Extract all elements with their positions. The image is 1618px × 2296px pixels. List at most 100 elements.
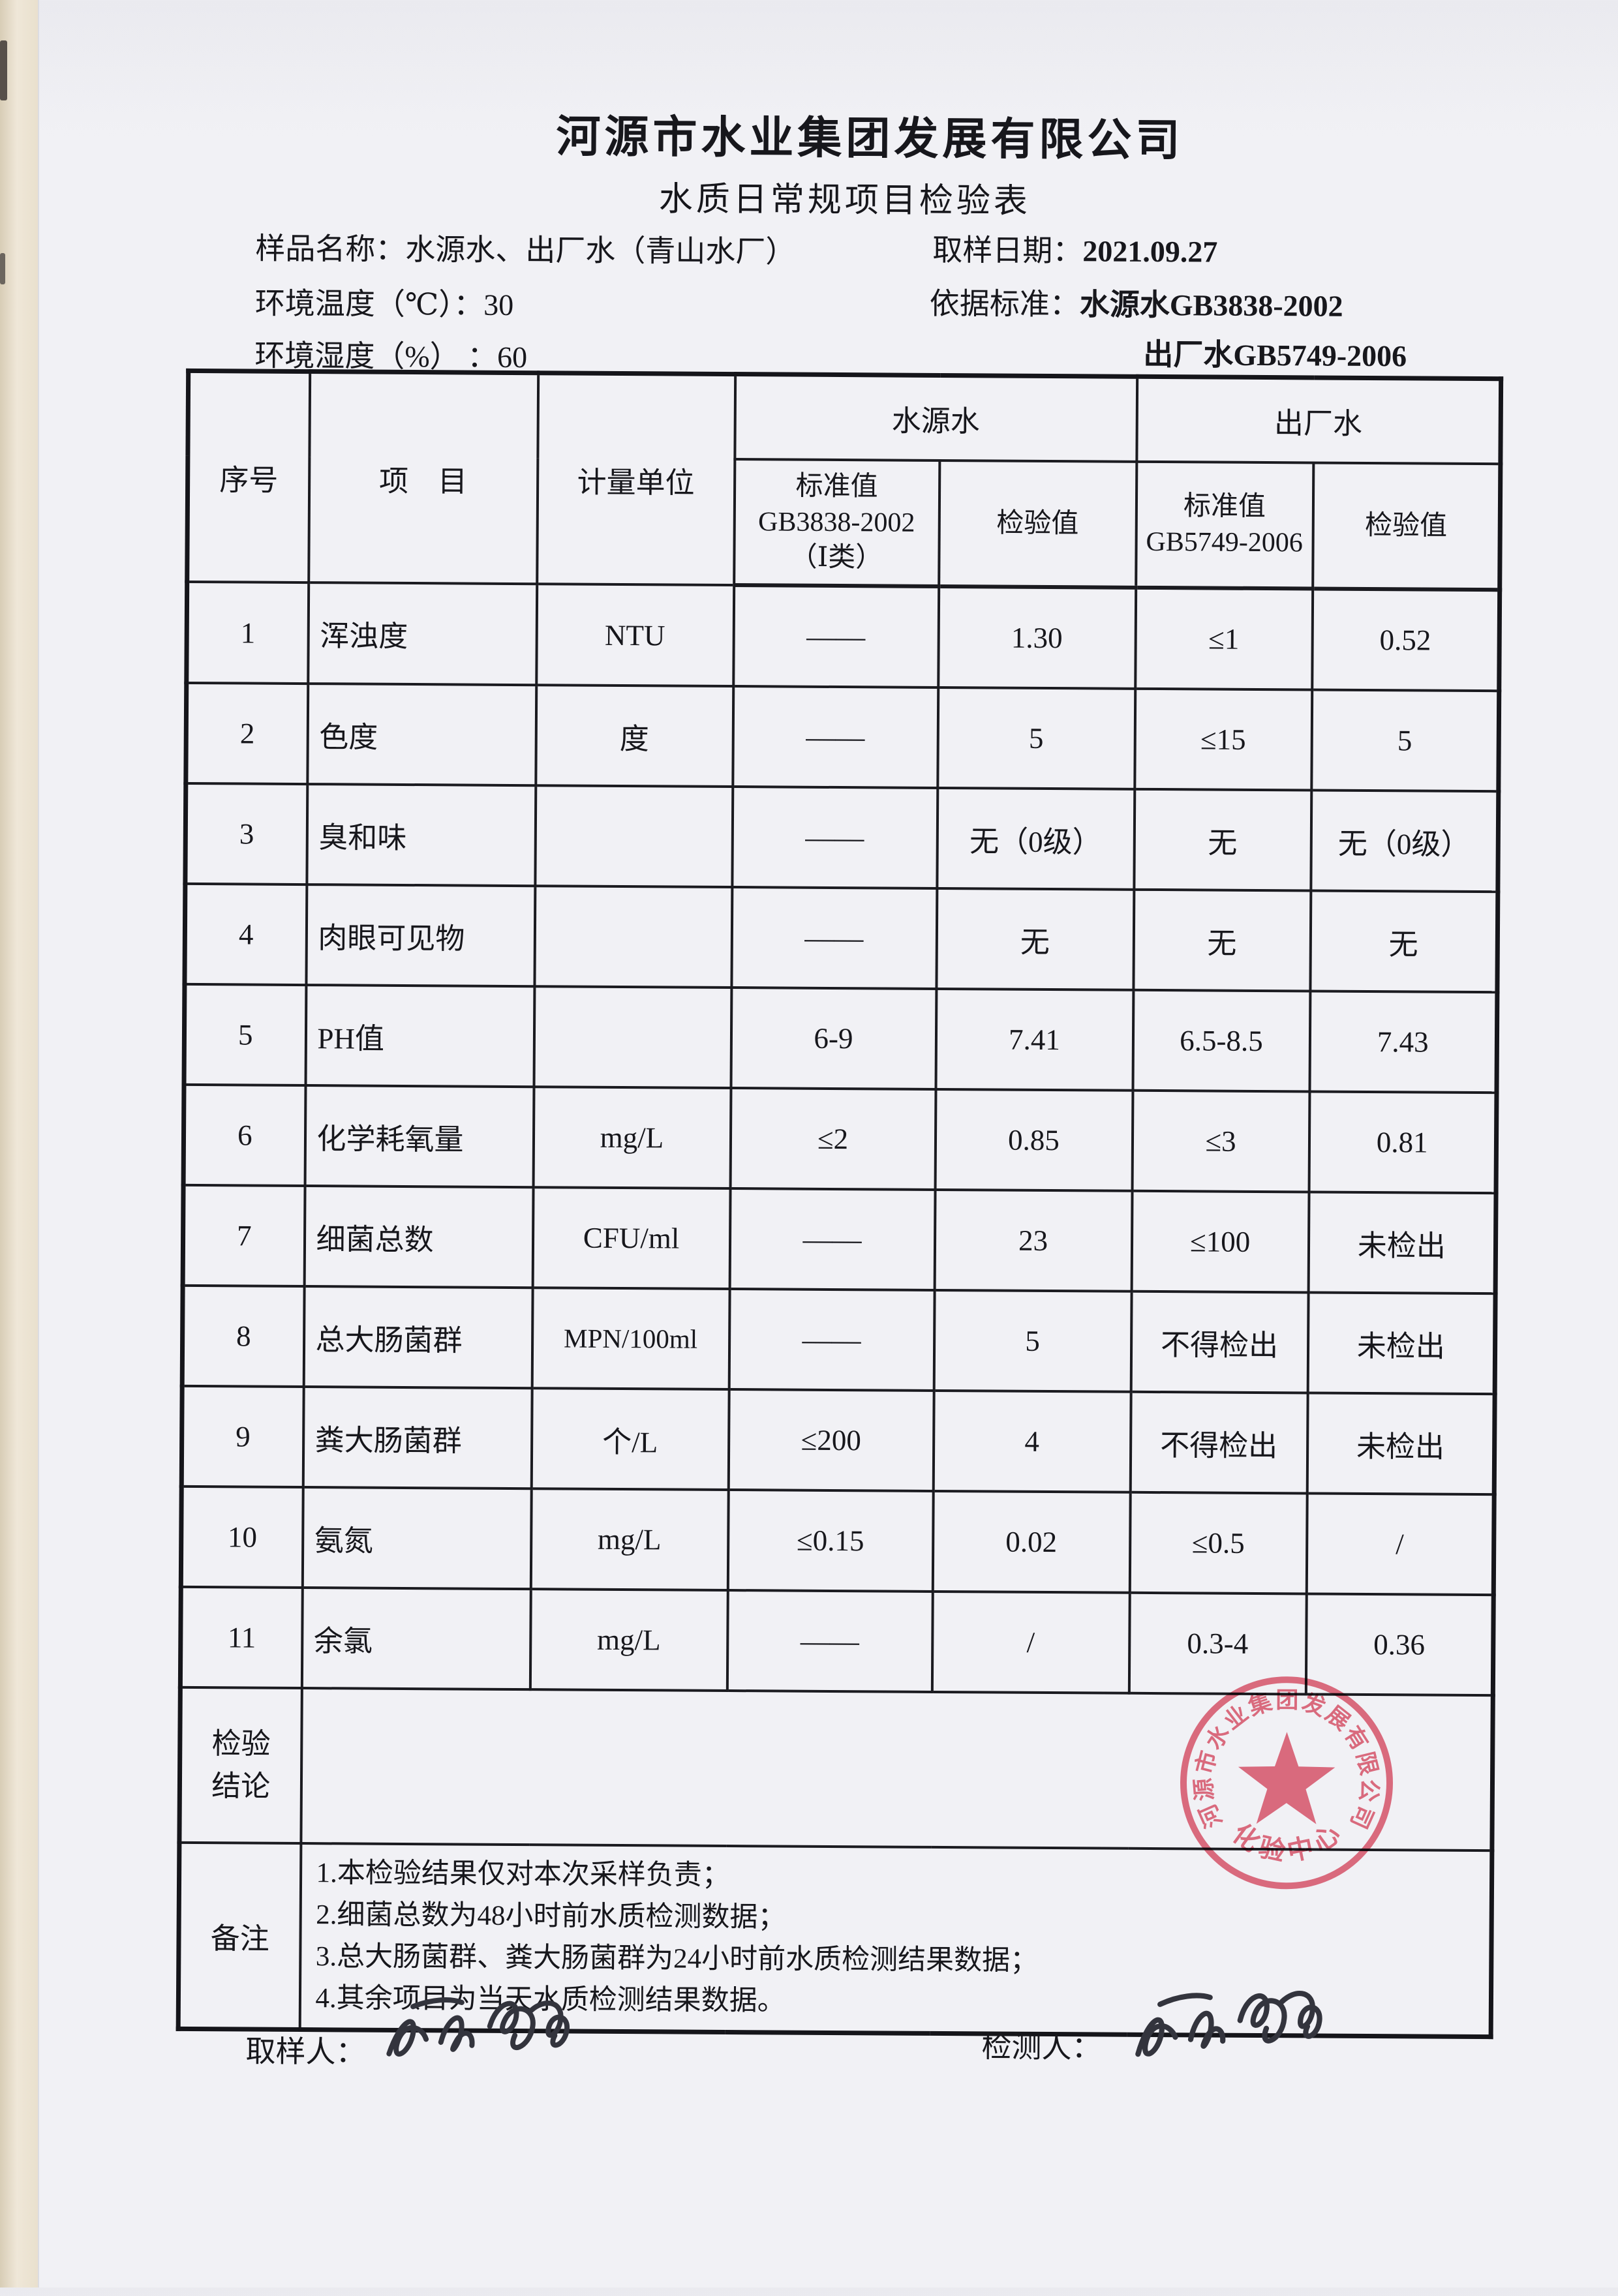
header-no: 序号 — [187, 370, 310, 583]
cell-unit: 度 — [535, 685, 733, 787]
cell-val-source: 1.30 — [938, 586, 1136, 689]
conclusion-label: 检验结论 — [179, 1687, 302, 1844]
header-source-water: 水源水 — [734, 374, 1137, 462]
table-row-9: 9 粪大肠菌群 个/L ≤200 4 不得检出 未检出 — [181, 1385, 1495, 1495]
tester-signature — [1135, 1991, 1322, 2057]
cell-val-source: 0.85 — [935, 1089, 1133, 1191]
cell-unit: NTU — [536, 584, 734, 687]
cell-val-factory: 未检出 — [1307, 1393, 1495, 1495]
cell-std-factory: 不得检出 — [1130, 1391, 1308, 1494]
cell-unit: mg/L — [533, 1087, 731, 1189]
header-item: 项 目 — [308, 371, 538, 584]
cell-no: 7 — [183, 1185, 305, 1287]
cell-std-factory: 无 — [1133, 889, 1311, 991]
cell-no: 5 — [184, 984, 306, 1086]
cell-val-factory: 无（0级） — [1310, 790, 1499, 892]
cell-val-factory: 0.52 — [1311, 588, 1500, 691]
cell-unit: mg/L — [530, 1488, 729, 1591]
stamp-char: 司 — [1345, 1801, 1378, 1832]
cell-val-source: / — [932, 1591, 1130, 1693]
cell-val-factory: 未检出 — [1307, 1292, 1496, 1395]
cell-val-source: 5 — [937, 687, 1135, 789]
cell-std-factory: ≤3 — [1132, 1090, 1309, 1192]
cell-val-factory: 5 — [1311, 689, 1499, 792]
cell-std-factory: 无 — [1133, 789, 1311, 891]
stamp-char: 中 — [1285, 1833, 1316, 1867]
sample-name-line: 样品名称：水源水、出厂水（青山水厂） — [255, 232, 796, 269]
cell-item: 浑浊度 — [307, 582, 537, 686]
cell-std-source: —— — [732, 686, 938, 788]
header-std-source: 标准值 GB3838-2002 （Ⅰ类） — [733, 459, 939, 586]
stamp-char: 验 — [1256, 1832, 1288, 1867]
header-row-groups: 序号 项 目 计量单位 水源水 出厂水 — [187, 370, 1501, 586]
remarks-line-2: 2.细菌总数为48小时前水质检测数据； — [316, 1899, 786, 1933]
cell-item: 臭和味 — [306, 784, 536, 886]
stamp-char: 河 — [1195, 1800, 1227, 1832]
table-row-5: 5 PH值 6-9 7.41 6.5-8.5 7.43 — [184, 984, 1497, 1093]
cell-std-source: —— — [731, 787, 938, 888]
cell-std-factory: ≤1 — [1135, 587, 1313, 690]
table-row-4: 4 肉眼可见物 —— 无 无 无 — [184, 883, 1498, 993]
cell-std-factory: ≤15 — [1134, 688, 1312, 791]
cell-std-source: 6-9 — [730, 988, 936, 1089]
stamp-ring — [1180, 1676, 1393, 1890]
table-row-8: 8 总大肠菌群 MPN/100ml —— 5 不得检出 未检出 — [182, 1285, 1496, 1395]
sampling-date-value: 2021.09.27 — [1082, 234, 1218, 269]
cell-val-source: 7.41 — [935, 988, 1133, 1091]
header-factory-water: 出厂水 — [1136, 376, 1501, 464]
cell-item: PH值 — [305, 985, 534, 1087]
scan-artifact-mark — [0, 253, 5, 284]
cell-no: 1 — [186, 581, 309, 684]
cell-item: 总大肠菌群 — [303, 1286, 533, 1389]
scan-artifact-mark — [0, 40, 7, 100]
company-seal-stamp: 河 源 市 水 业 集 团 发 展 有 限 公 司 化 验 中 心 — [1180, 1676, 1393, 1890]
table-row-3: 3 臭和味 —— 无（0级） 无 无（0级） — [185, 783, 1499, 892]
table-row-7: 7 细菌总数 CFU/ml —— 23 ≤100 未检出 — [183, 1185, 1497, 1294]
company-title: 河源市水业集团发展有限公司 — [556, 112, 1184, 166]
table-row-2: 2 色度 度 —— 5 ≤15 5 — [185, 682, 1499, 792]
cell-item: 色度 — [307, 684, 536, 786]
cell-unit: 个/L — [531, 1388, 729, 1490]
cell-val-factory: 无 — [1309, 890, 1498, 993]
cell-std-source: —— — [733, 585, 939, 687]
header-test-value-factory: 检验值 — [1312, 462, 1501, 590]
scanner-edge-strip — [0, 0, 39, 2288]
cell-std-source: —— — [729, 1289, 935, 1391]
cell-val-source: 5 — [934, 1290, 1132, 1392]
header-test-value-source: 检验值 — [938, 460, 1137, 588]
cell-val-factory: 未检出 — [1308, 1192, 1497, 1294]
form-title: 水质日常规项目检验表 — [658, 181, 1031, 220]
cell-item: 细菌总数 — [304, 1186, 534, 1288]
table-row-6: 6 化学耗氧量 mg/L ≤2 0.85 ≤3 0.81 — [183, 1084, 1497, 1194]
tester-label: 检测人： — [981, 2030, 1102, 2064]
sampling-date-line: 取样日期：2021.09.27 — [932, 226, 1217, 271]
cell-no: 2 — [185, 682, 308, 785]
cell-val-source: 无 — [936, 888, 1134, 990]
cell-std-factory: 6.5-8.5 — [1132, 989, 1310, 1092]
standard-label: 依据标准： — [929, 286, 1080, 322]
cell-val-factory: 0.81 — [1309, 1091, 1497, 1194]
cell-val-source: 无（0级） — [936, 787, 1135, 890]
cell-val-source: 4 — [933, 1390, 1131, 1492]
cell-no: 4 — [184, 883, 307, 986]
cell-no: 9 — [181, 1385, 304, 1488]
cell-no: 8 — [182, 1285, 305, 1387]
stamp-char: 限 — [1352, 1749, 1382, 1777]
cell-unit — [534, 785, 733, 888]
sampler-label: 取样人： — [245, 2034, 366, 2069]
header-std-factory: 标准值 GB5749-2006 — [1135, 461, 1313, 589]
cell-item: 余氯 — [301, 1588, 531, 1690]
cell-val-source: 23 — [934, 1189, 1133, 1292]
cell-val-factory: 7.43 — [1309, 991, 1497, 1093]
sampler-signature — [386, 1997, 570, 2057]
remarks-line-3: 3.总大肠菌群、粪大肠菌群为24小时前水质检测结果数据； — [315, 1941, 1039, 1976]
stamp-char: 市 — [1191, 1748, 1221, 1777]
table-row-1: 1 浑浊度 NTU —— 1.30 ≤1 0.52 — [186, 581, 1500, 691]
cell-std-factory: 不得检出 — [1131, 1291, 1309, 1393]
cell-no: 11 — [180, 1586, 303, 1689]
cell-val-factory: / — [1306, 1493, 1495, 1595]
star-icon — [1238, 1732, 1336, 1824]
remarks-label: 备注 — [178, 1842, 301, 2030]
cell-unit — [533, 986, 731, 1089]
